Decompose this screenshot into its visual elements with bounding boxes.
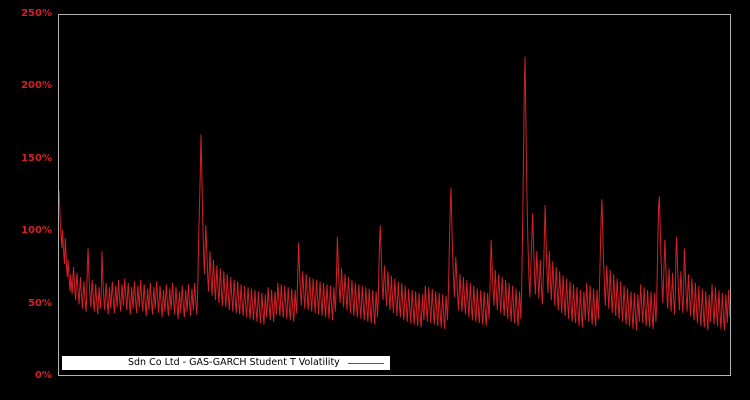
y-axis-tick-label: 50% [28, 297, 52, 309]
y-axis-tick-label: 100% [21, 225, 52, 237]
y-axis-tick-label: 150% [21, 152, 52, 164]
y-axis-tick-label: 250% [21, 8, 52, 19]
plot-area [58, 14, 731, 376]
volatility-series [59, 15, 730, 375]
y-axis-tick-label: 200% [21, 80, 52, 92]
series-line-path [59, 57, 730, 331]
chart-legend: Sdn Co Ltd - GAS-GARCH Student T Volatil… [62, 356, 390, 370]
legend-label: Sdn Co Ltd - GAS-GARCH Student T Volatil… [128, 357, 340, 368]
y-axis: 0% 50% 100% 150% 200% 250% [0, 0, 56, 400]
legend-line-swatch-icon [347, 357, 384, 369]
y-axis-tick-label: 0% [35, 370, 52, 381]
